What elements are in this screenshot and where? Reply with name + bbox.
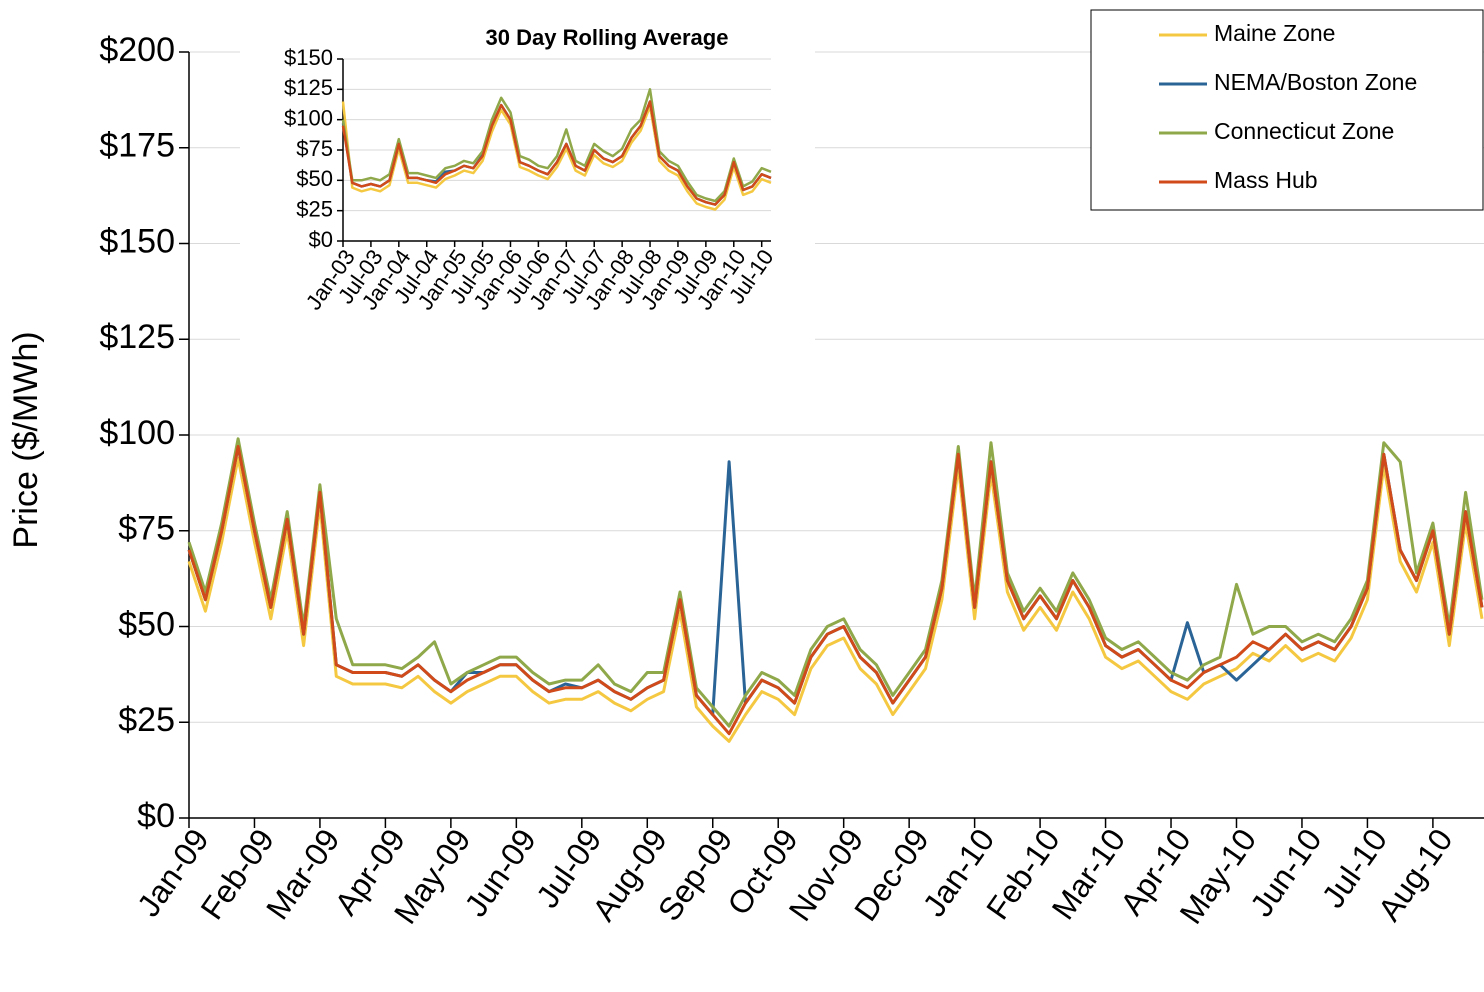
y-tick-label: $50 xyxy=(296,166,333,191)
y-tick-label: $125 xyxy=(99,318,175,356)
y-tick-label: $175 xyxy=(99,127,175,165)
y-tick-label: $100 xyxy=(99,414,175,452)
y-tick-label: $0 xyxy=(309,227,333,252)
y-tick-label: $0 xyxy=(137,797,175,835)
legend-box xyxy=(1090,9,1484,211)
series-line xyxy=(187,445,1484,736)
y-tick-label: $150 xyxy=(284,45,333,70)
y-tick-label: $25 xyxy=(118,701,175,739)
series-line xyxy=(187,445,1484,717)
y-tick-label: $100 xyxy=(284,105,333,130)
series-line xyxy=(187,437,1484,728)
inset-background xyxy=(240,18,815,340)
y-tick-label: $75 xyxy=(118,510,175,548)
series-line xyxy=(341,100,772,206)
series-line xyxy=(341,88,772,203)
y-tick-label: $75 xyxy=(296,136,333,161)
y-tick-label: $50 xyxy=(118,605,175,643)
y-tick-label: $150 xyxy=(99,222,175,260)
chart-title: 30 Day Rolling Average xyxy=(486,25,729,50)
x-tick-label: Jun-09 xyxy=(457,822,543,923)
series-line xyxy=(187,456,1484,743)
legend-label: Mass Hub xyxy=(1214,167,1318,193)
y-axis-label: Price ($/MWh) xyxy=(7,331,45,548)
y-tick-label: $200 xyxy=(99,31,175,69)
series-line xyxy=(341,101,772,211)
legend-label: NEMA/Boston Zone xyxy=(1214,69,1417,95)
x-tick-label: Jun-10 xyxy=(1243,822,1329,923)
legend-label: Maine Zone xyxy=(1214,20,1335,46)
legend-label: Connecticut Zone xyxy=(1214,118,1394,144)
y-tick-label: $125 xyxy=(284,75,333,100)
y-tick-label: $25 xyxy=(296,196,333,221)
legend: Maine Zone NEMA/Boston Zone Connecticut Zo… xyxy=(1090,9,1484,211)
